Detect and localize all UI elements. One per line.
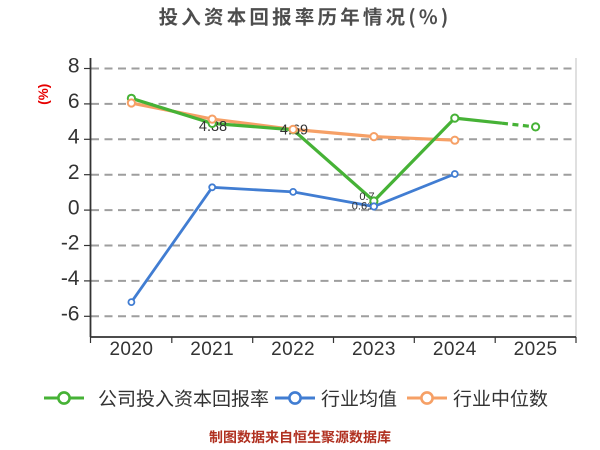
svg-text:2021: 2021 [190, 339, 234, 360]
svg-text:2025: 2025 [514, 339, 558, 360]
svg-text:0.61: 0.61 [352, 201, 373, 213]
svg-text:(%): (%) [36, 84, 51, 105]
svg-text:8: 8 [68, 55, 80, 78]
svg-text:6: 6 [68, 90, 80, 113]
svg-text:-4: -4 [61, 267, 80, 290]
svg-text:4: 4 [68, 126, 80, 149]
svg-text:2023: 2023 [352, 339, 396, 360]
svg-text:-2: -2 [61, 232, 80, 255]
svg-text:2024: 2024 [433, 339, 477, 360]
svg-text:2: 2 [68, 161, 80, 184]
svg-text:-6: -6 [61, 303, 80, 326]
svg-text:0: 0 [68, 196, 80, 219]
svg-text:2020: 2020 [109, 339, 153, 360]
svg-text:2022: 2022 [271, 339, 315, 360]
